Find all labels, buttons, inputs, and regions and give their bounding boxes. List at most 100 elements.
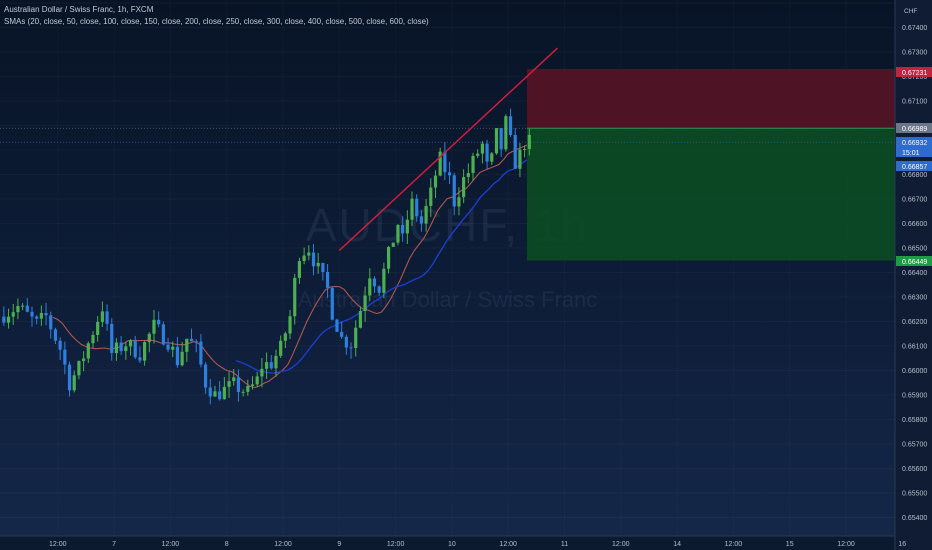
candle-body (21, 305, 25, 307)
candle-body (91, 335, 95, 344)
candle-body (344, 336, 348, 348)
candle (138, 346, 142, 364)
candle-body (466, 173, 470, 178)
candle-body (203, 364, 208, 388)
candle (30, 306, 34, 327)
candle (110, 318, 114, 361)
candle (91, 330, 95, 348)
candle (39, 305, 43, 326)
trendline (338, 47, 558, 251)
candle (6, 308, 11, 329)
candle (72, 370, 76, 393)
candle (222, 377, 226, 400)
candle (447, 161, 452, 184)
candle (321, 262, 325, 281)
x-tick-label: 12:00 (499, 541, 517, 548)
candle (96, 316, 100, 342)
candle (157, 311, 161, 328)
y-tick-label: 0.67100 (902, 99, 927, 106)
candle (330, 286, 334, 321)
candle (86, 341, 90, 363)
candle (82, 351, 86, 372)
candle-body (58, 340, 62, 350)
price-badge-bg (896, 256, 932, 266)
candle-body (513, 134, 517, 169)
y-tick-label: 0.66000 (902, 368, 927, 375)
candle-body (354, 327, 358, 348)
candle-body (147, 333, 151, 343)
sma-indicator-label[interactable]: SMAs (20, close, 50, close, 100, close, … (4, 17, 429, 26)
candle (25, 297, 29, 313)
candle (363, 286, 367, 322)
candle (44, 302, 48, 326)
candle (344, 334, 348, 355)
candle (462, 169, 466, 204)
x-tick-label: 9 (337, 541, 341, 548)
candle (293, 273, 297, 325)
candle-body (325, 271, 330, 288)
y-tick-label: 0.65600 (902, 466, 927, 473)
candle-body (241, 391, 245, 393)
x-tick-label: 12:00 (612, 541, 630, 548)
y-tick-label: 0.66700 (902, 197, 927, 204)
candle (35, 315, 39, 325)
price-badge-bg (896, 147, 932, 157)
candle (175, 337, 180, 368)
candle-body (250, 384, 255, 386)
x-tick-label: 16 (898, 541, 906, 548)
price-badge: 0.67231 (896, 67, 932, 77)
candle (264, 352, 269, 379)
candle (185, 338, 189, 362)
candle (218, 381, 222, 401)
candle-body (72, 375, 76, 391)
candle (49, 311, 53, 339)
candle-body (279, 340, 283, 356)
y-tick-label: 0.65700 (902, 442, 927, 449)
candle (523, 145, 527, 158)
candle-body (401, 224, 405, 234)
candle-body (377, 286, 381, 293)
candle (227, 371, 231, 398)
time-axis-panel (0, 536, 895, 550)
candle-body (504, 116, 508, 150)
candle-body (96, 321, 100, 336)
candle (471, 152, 475, 181)
candle (152, 309, 156, 344)
price-badge-label: 0.67231 (902, 70, 927, 77)
candle-body (6, 316, 11, 323)
y-tick-label: 0.65400 (902, 515, 927, 522)
x-tick-label: 11 (561, 541, 568, 548)
candle-body (490, 153, 494, 162)
price-badge-bg (896, 137, 932, 147)
candle-body (480, 143, 484, 154)
candle-body (110, 323, 114, 354)
candle (349, 342, 353, 359)
candle-body (457, 197, 461, 207)
symbol-title[interactable]: Australian Dollar / Swiss Franc, 1h, FXC… (4, 5, 154, 14)
candle-body (166, 344, 170, 350)
candle-body (152, 319, 156, 334)
candle-body (391, 242, 395, 247)
y-tick-label: 0.66800 (902, 172, 927, 179)
candle (77, 360, 81, 380)
candle (105, 304, 109, 331)
candle (410, 191, 414, 226)
candle-body (16, 306, 20, 313)
candle (499, 127, 503, 157)
candle (452, 172, 456, 216)
x-tick-label: 12:00 (837, 541, 855, 548)
candle (21, 302, 25, 311)
candle (119, 336, 123, 355)
candle-body (508, 116, 513, 135)
candle-body (499, 128, 503, 150)
candle-body (429, 187, 433, 206)
candle-body (255, 376, 259, 385)
candle (386, 246, 391, 274)
candle (147, 332, 151, 353)
y-tick-label: 0.66400 (902, 270, 927, 277)
candle-body (185, 338, 189, 352)
candle-body (208, 387, 212, 397)
x-tick-label: 12:00 (725, 541, 743, 548)
price-badge-bg (896, 123, 932, 133)
